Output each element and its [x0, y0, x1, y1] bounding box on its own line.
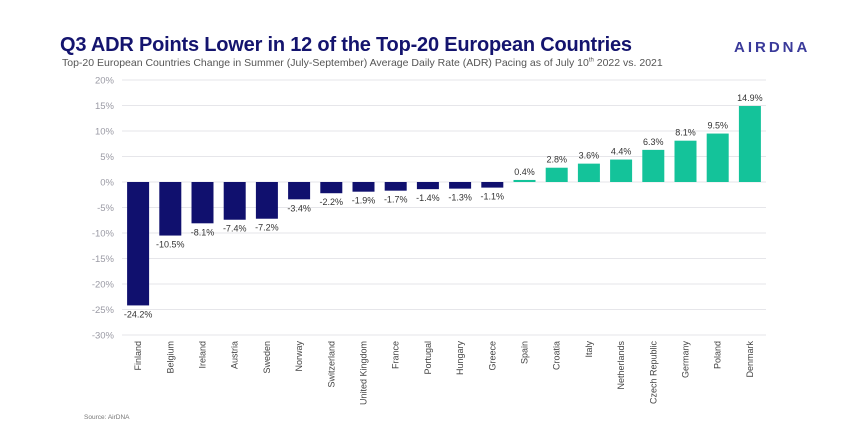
bar-spain [513, 179, 536, 182]
data-label: -1.9% [352, 196, 376, 206]
bar-norway [288, 182, 311, 200]
x-tick-label: Greece [487, 341, 497, 371]
x-tick-label: Italy [584, 341, 594, 358]
y-tick-label: 10% [95, 127, 115, 138]
data-label: -8.1% [191, 227, 215, 237]
x-tick-label: Spain [520, 341, 530, 364]
bar-portugal [416, 182, 439, 190]
x-tick-label: Sweden [262, 341, 272, 374]
chart-subtitle: Top-20 European Countries Change in Summ… [62, 57, 663, 69]
bar-belgium [159, 182, 182, 236]
bar-sweden [255, 182, 278, 219]
x-tick-label: Denmark [745, 341, 755, 378]
data-label: 9.5% [707, 121, 728, 131]
bars [127, 106, 761, 306]
y-tick-label: 5% [100, 152, 114, 163]
y-tick-label: 0% [100, 178, 114, 189]
data-label: 0.4% [514, 167, 535, 177]
data-label: 4.4% [611, 147, 632, 157]
x-tick-label: Croatia [552, 341, 562, 370]
data-label: 2.8% [546, 155, 567, 165]
data-labels: -24.2% -10.5% -8.1% -7.4% -7.2% -3.4% -2.2% -1.… [124, 93, 763, 319]
airdna-logo: AIRDNA [734, 39, 811, 56]
data-label: -2.2% [320, 197, 344, 207]
bar-italy [577, 163, 600, 182]
data-label: -1.7% [384, 195, 408, 205]
data-label: -24.2% [124, 309, 153, 319]
x-tick-label: Norway [294, 341, 304, 372]
x-tick-label: Ireland [198, 341, 208, 369]
y-tick-label: -30% [92, 331, 115, 342]
x-tick-label: Portugal [423, 341, 433, 375]
data-label: 8.1% [675, 128, 696, 138]
data-label: -7.2% [255, 223, 279, 233]
chart-title: Q3 ADR Points Lower in 12 of the Top-20 … [60, 34, 632, 56]
gridlines [122, 79, 766, 336]
y-tick-label: -5% [97, 203, 114, 214]
data-label: 3.6% [579, 151, 600, 161]
y-tick-label: -15% [92, 254, 115, 265]
bar-netherlands [610, 159, 633, 182]
x-tick-label: Hungary [455, 341, 465, 376]
y-tick-label: -20% [92, 280, 115, 291]
subtitle-superscript: th [588, 57, 594, 64]
data-label: -3.4% [287, 203, 311, 213]
bar-united-kingdom [352, 182, 375, 192]
bar-germany [674, 140, 697, 182]
data-label: -1.1% [481, 192, 505, 202]
y-tick-label: -10% [92, 229, 115, 240]
data-label: -10.5% [156, 240, 185, 250]
x-tick-label: United Kingdom [359, 341, 369, 405]
bar-poland [706, 133, 729, 182]
source-note: Source: AirDNA [84, 414, 130, 421]
x-tick-label: Czech Republic [648, 341, 658, 405]
y-axis: 20% 15% 10% 5% 0% -5% -10% -15% -20% -25% -30% [92, 76, 115, 342]
x-tick-label: Germany [681, 341, 691, 379]
data-label: -1.3% [448, 193, 472, 203]
x-tick-label: Austria [230, 341, 240, 369]
bar-ireland [191, 182, 214, 224]
x-tick-label: Netherlands [616, 341, 626, 390]
bar-denmark [738, 106, 761, 182]
x-tick-label: France [391, 341, 401, 369]
x-axis: Finland Belgium Ireland Austria Sweden Norway… [133, 341, 755, 406]
subtitle-text: Top-20 European Countries Change in Summ… [62, 57, 589, 69]
data-label: 6.3% [643, 137, 664, 147]
subtitle-text-end: 2022 vs. 2021 [593, 57, 663, 69]
data-label: -7.4% [223, 224, 247, 234]
y-tick-label: -25% [92, 305, 115, 316]
x-tick-label: Switzerland [326, 341, 336, 388]
data-label: 14.9% [737, 93, 763, 103]
x-tick-label: Belgium [165, 341, 175, 374]
y-tick-label: 20% [95, 76, 115, 87]
bar-france [384, 182, 407, 191]
y-tick-label: 15% [95, 101, 115, 112]
bar-greece [481, 182, 504, 188]
bar-finland [127, 182, 150, 306]
data-label: -1.4% [416, 193, 440, 203]
x-tick-label: Poland [713, 341, 723, 369]
bar-austria [223, 182, 246, 220]
bar-croatia [545, 167, 568, 182]
bar-switzerland [320, 182, 343, 194]
x-tick-label: Finland [133, 341, 143, 371]
bar-hungary [449, 182, 472, 189]
bar-czech-republic [642, 149, 665, 182]
